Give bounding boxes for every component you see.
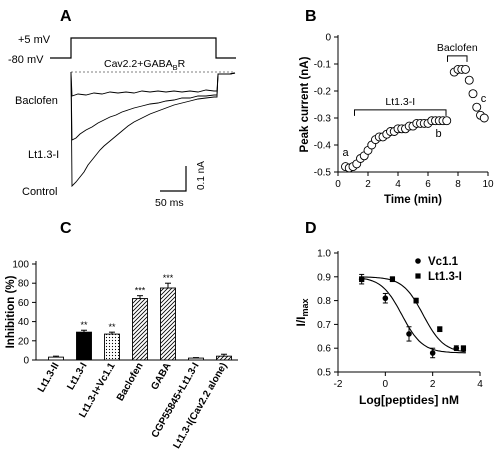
y-tick-label: -0.4 — [314, 141, 332, 152]
significance-label: ** — [80, 320, 88, 330]
trace-label-control: Control — [22, 186, 57, 198]
legend-marker — [415, 273, 421, 279]
fit-curve-vc1-1 — [361, 277, 466, 354]
trace-control — [70, 71, 236, 188]
bar — [160, 287, 176, 361]
x-axis-label: Time (min) — [384, 194, 442, 206]
y-tick-label: 0.7 — [317, 320, 331, 331]
category-label: Lt1.3-II — [36, 361, 62, 395]
y-axis-label: Peak current (nA) — [299, 56, 311, 152]
y-tick-label: 20 — [18, 336, 30, 347]
scale-y-label: 0.1 nA — [196, 161, 207, 190]
panel-b-letter: B — [305, 8, 317, 25]
fit-curve-lt1-3-i — [361, 276, 466, 353]
x-tick-label: 6 — [425, 179, 431, 190]
data-point — [464, 75, 474, 85]
scale-x-label: 50 ms — [155, 197, 184, 209]
bar — [216, 355, 232, 361]
panel-a-letter: A — [60, 8, 72, 25]
x-tick-label: 2 — [365, 179, 371, 190]
x-tick-label: 10 — [482, 179, 494, 190]
bar — [104, 333, 120, 361]
x-tick-label: 0 — [335, 179, 341, 190]
bar — [188, 357, 204, 361]
y-tick-label: -0.3 — [314, 114, 332, 125]
y-tick-label: -0.2 — [314, 87, 332, 98]
treatment-bracket — [354, 109, 447, 116]
y-axis-label: I/Imax — [294, 298, 310, 326]
y-tick-label: -0.1 — [314, 60, 332, 71]
bar — [48, 356, 64, 361]
protocol-low-label: -80 mV — [8, 54, 44, 66]
y-tick-label: 0.9 — [317, 272, 331, 283]
data-point — [406, 331, 412, 337]
x-tick-label: 4 — [395, 179, 401, 190]
panel-a: A +5 mV -80 mV Cav2.2+GABABR Baclofen Lt… — [8, 8, 236, 209]
y-tick-label: 80 — [18, 279, 30, 290]
point-label: c — [481, 93, 487, 105]
chart-d: 0.5 0.6 0.7 0.8 0.9 1.0 -2 0 2 4 Log[peptides] nM I… — [294, 249, 483, 408]
trace-label-baclofen: Baclofen — [15, 95, 58, 107]
data-point — [461, 64, 470, 74]
y-tick-label: 0.5 — [317, 368, 331, 379]
panel-d-letter: D — [305, 220, 317, 237]
data-point — [429, 350, 436, 356]
category-label: Lt1.3-I(Cav2.2 alone) — [171, 361, 229, 451]
treatment-bracket — [447, 55, 468, 62]
data-point — [389, 276, 396, 282]
data-point — [442, 116, 452, 126]
legend-label: Vc1.1 — [428, 256, 459, 268]
category-label: Baclofen — [115, 361, 146, 403]
trace-label-lt13: Lt1.3-I — [28, 149, 59, 161]
x-tick-label: 2 — [430, 379, 436, 390]
point-label: a — [342, 147, 349, 159]
y-tick-label: 0.8 — [317, 296, 331, 307]
category-label: Lt1.3-I — [65, 361, 89, 392]
trace-lt13 — [70, 71, 236, 141]
significance-label: ** — [108, 322, 116, 332]
chart-c: 0 20 40 60 80 100 Inhibition (%) Lt1.3-II ** Lt1.… — [5, 260, 238, 451]
legend-marker — [415, 258, 421, 264]
bar — [76, 331, 92, 361]
x-tick-label: 4 — [477, 379, 483, 390]
data-point — [382, 295, 389, 302]
y-tick-label: 0 — [325, 33, 331, 44]
data-point — [359, 276, 365, 282]
significance-label: *** — [163, 273, 174, 283]
data-point — [479, 113, 489, 123]
panel-c-letter: C — [60, 220, 72, 237]
x-axis-label: Log[peptides] nM — [359, 393, 459, 407]
legend-label: Lt1.3-I — [428, 271, 462, 283]
data-point — [468, 89, 478, 99]
x-tick-label: 8 — [455, 179, 461, 190]
category-label: GABA — [149, 361, 173, 392]
y-tick-label: 100 — [12, 260, 29, 271]
treatment-label: Baclofen — [437, 42, 478, 54]
y-tick-label: -0.5 — [314, 168, 332, 179]
scale-bar — [160, 166, 187, 192]
y-tick-label: 0 — [23, 356, 29, 367]
bar — [132, 298, 148, 361]
treatment-label: Lt1.3-I — [385, 96, 415, 108]
y-tick-label: 40 — [18, 317, 30, 328]
data-point — [472, 102, 482, 112]
protocol-high-label: +5 mV — [18, 34, 51, 46]
x-tick-label: -2 — [334, 379, 343, 390]
x-tick-label: 0 — [383, 379, 389, 390]
y-tick-label: 0.6 — [317, 344, 331, 355]
y-tick-label: 1.0 — [317, 249, 331, 260]
data-point — [413, 298, 419, 304]
point-label: b — [435, 128, 441, 140]
trace-baclofen — [70, 71, 236, 97]
significance-label: *** — [135, 286, 146, 296]
y-tick-label: 60 — [18, 298, 30, 309]
data-point — [437, 326, 443, 332]
data-point — [460, 345, 467, 351]
condition-label: Cav2.2+GABABR — [104, 58, 186, 72]
voltage-protocol-line — [50, 37, 236, 59]
y-axis-label: Inhibition (%) — [5, 275, 17, 348]
